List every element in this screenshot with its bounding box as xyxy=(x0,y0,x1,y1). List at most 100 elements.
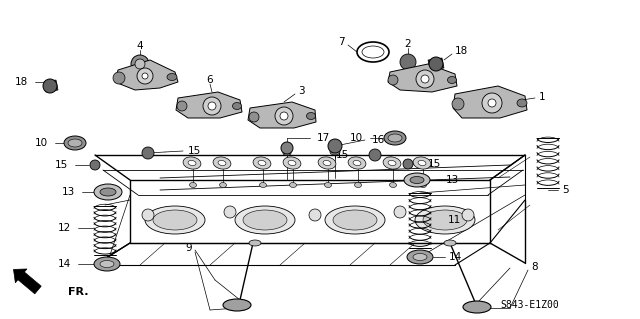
Ellipse shape xyxy=(447,77,456,84)
Text: 8: 8 xyxy=(531,262,538,272)
Circle shape xyxy=(281,142,293,154)
Text: S843-E1Z00: S843-E1Z00 xyxy=(500,300,559,310)
Text: 10: 10 xyxy=(35,138,48,148)
Ellipse shape xyxy=(94,257,120,271)
Ellipse shape xyxy=(362,46,384,58)
Text: 14: 14 xyxy=(449,252,462,262)
Polygon shape xyxy=(44,80,58,92)
Circle shape xyxy=(142,73,148,79)
Text: 12: 12 xyxy=(58,223,71,233)
Ellipse shape xyxy=(388,134,402,142)
Ellipse shape xyxy=(410,176,424,183)
Ellipse shape xyxy=(64,136,86,150)
Text: 7: 7 xyxy=(339,37,345,47)
Circle shape xyxy=(203,97,221,115)
Ellipse shape xyxy=(325,206,385,234)
Text: 10: 10 xyxy=(350,133,363,143)
Ellipse shape xyxy=(357,42,389,62)
Polygon shape xyxy=(18,272,41,294)
Circle shape xyxy=(142,147,154,159)
Ellipse shape xyxy=(404,173,430,187)
Circle shape xyxy=(369,149,381,161)
Text: 13: 13 xyxy=(61,187,75,197)
Circle shape xyxy=(224,206,236,218)
Text: 1: 1 xyxy=(539,92,546,102)
Text: 16: 16 xyxy=(372,135,385,145)
Ellipse shape xyxy=(355,182,362,188)
Text: 15: 15 xyxy=(336,150,349,160)
Ellipse shape xyxy=(218,160,226,166)
Ellipse shape xyxy=(153,210,197,230)
Circle shape xyxy=(416,70,434,88)
Circle shape xyxy=(328,139,342,153)
Circle shape xyxy=(137,68,153,84)
Ellipse shape xyxy=(324,182,332,188)
Ellipse shape xyxy=(407,250,433,264)
Text: FR.: FR. xyxy=(68,287,88,297)
Ellipse shape xyxy=(413,157,431,169)
Text: 9: 9 xyxy=(186,243,192,253)
Text: 2: 2 xyxy=(404,39,412,49)
Circle shape xyxy=(43,79,57,93)
Polygon shape xyxy=(115,60,178,90)
Circle shape xyxy=(482,93,502,113)
Text: 5: 5 xyxy=(562,185,568,195)
Circle shape xyxy=(280,112,288,120)
Ellipse shape xyxy=(100,261,114,268)
Polygon shape xyxy=(176,92,242,118)
Ellipse shape xyxy=(183,157,201,169)
Text: 13: 13 xyxy=(446,175,460,185)
Text: 18: 18 xyxy=(15,77,28,87)
Circle shape xyxy=(388,75,398,85)
Ellipse shape xyxy=(68,139,82,147)
Ellipse shape xyxy=(415,206,475,234)
Circle shape xyxy=(90,160,100,170)
Ellipse shape xyxy=(383,157,401,169)
Circle shape xyxy=(275,107,293,125)
Ellipse shape xyxy=(283,157,301,169)
Circle shape xyxy=(452,98,464,110)
Ellipse shape xyxy=(213,157,231,169)
Ellipse shape xyxy=(243,210,287,230)
Circle shape xyxy=(429,57,443,71)
Text: 18: 18 xyxy=(455,46,468,56)
Ellipse shape xyxy=(94,184,122,200)
Circle shape xyxy=(394,206,406,218)
Ellipse shape xyxy=(232,102,241,109)
Ellipse shape xyxy=(289,182,296,188)
Ellipse shape xyxy=(419,182,426,188)
Ellipse shape xyxy=(249,240,261,246)
Circle shape xyxy=(113,72,125,84)
Ellipse shape xyxy=(353,160,361,166)
Ellipse shape xyxy=(100,188,116,196)
Ellipse shape xyxy=(283,151,291,155)
Ellipse shape xyxy=(423,210,467,230)
Circle shape xyxy=(462,209,474,221)
Ellipse shape xyxy=(235,206,295,234)
Ellipse shape xyxy=(390,182,397,188)
Text: 17: 17 xyxy=(317,133,330,143)
Text: 15: 15 xyxy=(188,146,201,156)
Circle shape xyxy=(421,75,429,83)
Ellipse shape xyxy=(258,160,266,166)
Ellipse shape xyxy=(188,160,196,166)
Text: 11: 11 xyxy=(448,215,461,225)
Ellipse shape xyxy=(145,206,205,234)
Circle shape xyxy=(400,54,416,70)
Polygon shape xyxy=(388,64,457,92)
Ellipse shape xyxy=(384,131,406,145)
Ellipse shape xyxy=(323,160,331,166)
Text: 15: 15 xyxy=(55,160,68,170)
Circle shape xyxy=(208,102,216,110)
Polygon shape xyxy=(453,86,527,118)
Text: 4: 4 xyxy=(137,41,143,51)
Circle shape xyxy=(488,99,496,107)
Ellipse shape xyxy=(307,113,316,120)
Ellipse shape xyxy=(444,240,456,246)
Circle shape xyxy=(142,209,154,221)
Ellipse shape xyxy=(259,182,266,188)
Text: 3: 3 xyxy=(298,86,305,96)
Ellipse shape xyxy=(253,157,271,169)
Ellipse shape xyxy=(413,254,427,261)
Ellipse shape xyxy=(463,301,491,313)
